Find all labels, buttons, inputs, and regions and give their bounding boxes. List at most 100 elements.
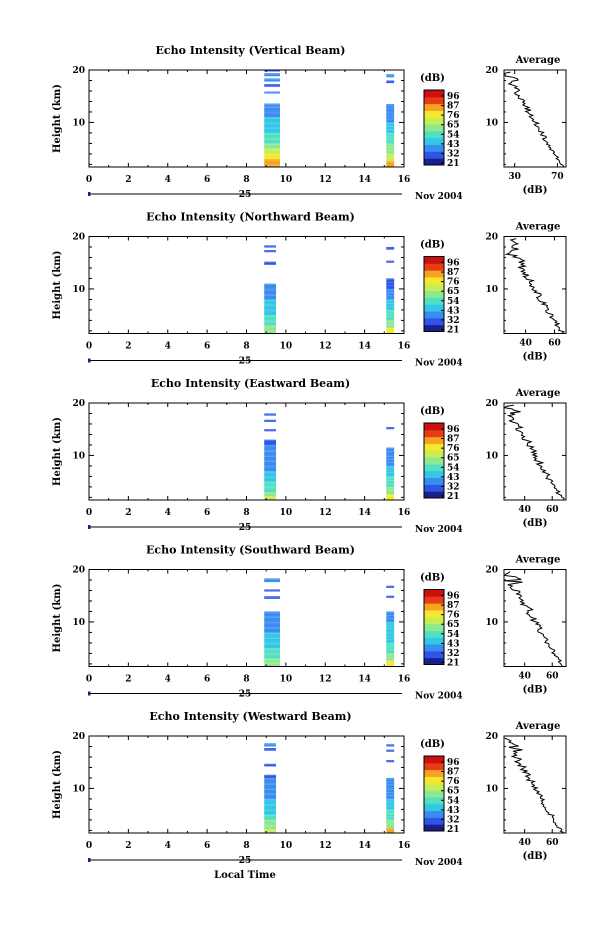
y-tick-label: 10 [72, 784, 85, 794]
x-tick-label: 16 [398, 841, 411, 851]
colorbar-segment [424, 297, 444, 305]
colorbar-segment [424, 756, 444, 764]
colorbar-tick-label: 96 [447, 425, 460, 435]
heatmap-cell [264, 578, 280, 583]
x-tick-label: 4 [165, 841, 171, 851]
y-tick-label: 10 [72, 451, 85, 461]
heatmap-cell [264, 153, 280, 160]
date-month-year-label: Nov 2004 [415, 525, 463, 535]
colorbar-segment [424, 477, 444, 485]
y-axis-label: Height (km) [52, 251, 63, 320]
chart-title: Echo Intensity (Eastward Beam) [151, 377, 350, 390]
heatmap-cell [386, 660, 395, 667]
avg-profile-line [503, 71, 565, 167]
colorbar-segment [424, 630, 444, 638]
colorbar-segment [424, 470, 444, 479]
date-day-label: 25 [239, 357, 252, 367]
heatmap-cell [264, 648, 280, 654]
avg-x-tick-label: 40 [518, 838, 531, 848]
x-tick-label: 10 [280, 841, 293, 851]
heatmap-cell [264, 804, 277, 810]
colorbar-segment [424, 603, 444, 611]
heatmap-cell [264, 492, 277, 497]
colorbar-segment [424, 644, 444, 652]
heatmap-cell [264, 294, 277, 300]
colorbar-tick-label: 87 [447, 601, 460, 611]
x-tick-label: 12 [319, 342, 332, 352]
heatmap-cell [386, 104, 395, 112]
heatmap-cell [386, 447, 395, 456]
heatmap-cell [386, 161, 395, 167]
colorbar-tick-label: 54 [447, 297, 460, 307]
panel-0: Echo Intensity (Vertical Beam) 0 2 4 6 8 10 12 1… [52, 44, 567, 202]
colorbar-segment [424, 276, 444, 285]
heatmap-cell [264, 419, 277, 422]
heatmap-cell [264, 743, 277, 747]
avg-x-tick-label: 40 [518, 505, 531, 515]
heatmap-cell [264, 245, 277, 248]
avg-title: Average [515, 721, 561, 732]
avg-x-tick-label: 40 [518, 672, 531, 682]
avg-y-tick-label: 10 [485, 451, 498, 461]
avg-frame [503, 735, 567, 834]
y-axis-label: Height (km) [52, 84, 63, 153]
colorbar-tick-label: 32 [447, 482, 460, 492]
x-tick-label: 0 [86, 675, 92, 685]
plot-frame [88, 236, 405, 334]
colorbar-tick-label: 32 [447, 149, 460, 159]
heatmap-cell [264, 589, 280, 592]
date-axis-marker [88, 358, 91, 363]
colorbar-tick-label: 21 [447, 159, 460, 169]
colorbar-segment [424, 810, 444, 818]
colorbar-tick-label: 65 [447, 620, 460, 630]
avg-title: Average [515, 388, 561, 399]
y-tick-label: 20 [72, 66, 85, 76]
avg-frame [503, 569, 567, 667]
colorbar-segment [424, 796, 444, 805]
colorbar-segment [424, 304, 444, 312]
colorbar-segment [424, 117, 444, 125]
colorbar-tick-label: 96 [447, 592, 460, 602]
colorbar-tick-label: 21 [447, 659, 460, 669]
colorbar-segment [424, 637, 444, 645]
colorbar-tick-label: 32 [447, 649, 460, 659]
colorbar-tick-label: 65 [447, 287, 460, 297]
heatmap-cell [264, 429, 277, 432]
colorbar-segment [424, 290, 444, 298]
avg-y-tick-label: 20 [485, 399, 498, 409]
colorbar-tick-label: 21 [447, 825, 460, 835]
x-tick-label: 4 [165, 675, 171, 685]
colorbar-segment [424, 436, 444, 444]
heatmap-cell [264, 325, 277, 331]
colorbar-segment [424, 283, 444, 292]
heatmap-cell [386, 595, 395, 598]
colorbar-tick-label: 43 [447, 639, 460, 649]
x-tick-label: 0 [86, 175, 92, 185]
heatmap-cell [264, 309, 277, 316]
heatmap-cell [386, 288, 395, 300]
avg-title: Average [515, 555, 561, 566]
chart-title: Echo Intensity (Vertical Beam) [155, 44, 345, 57]
y-tick-label: 20 [72, 732, 85, 742]
heatmap-cell [264, 117, 280, 123]
colorbar-frame [423, 422, 445, 499]
heatmap-cell [386, 153, 395, 162]
colorbar-frame [423, 755, 445, 832]
avg-y-tick-label: 20 [485, 732, 498, 742]
heatmap-cell [264, 288, 277, 295]
colorbar-segment [424, 90, 444, 98]
heatmap-cell [386, 777, 395, 789]
heatmap-cell [264, 783, 277, 789]
heatmap-cell [264, 748, 277, 751]
colorbar-segment [424, 317, 444, 326]
colorbar-segment [424, 103, 444, 111]
avg-x-tick-label: 60 [548, 339, 561, 349]
avg-y-tick-label: 10 [485, 784, 498, 794]
heatmap-cell [264, 809, 277, 815]
heatmap-cell [386, 809, 395, 820]
heatmap-cell [264, 465, 277, 472]
x-tick-label: 6 [204, 175, 210, 185]
x-tick-label: 16 [398, 175, 411, 185]
colorbar-segment [424, 790, 444, 798]
